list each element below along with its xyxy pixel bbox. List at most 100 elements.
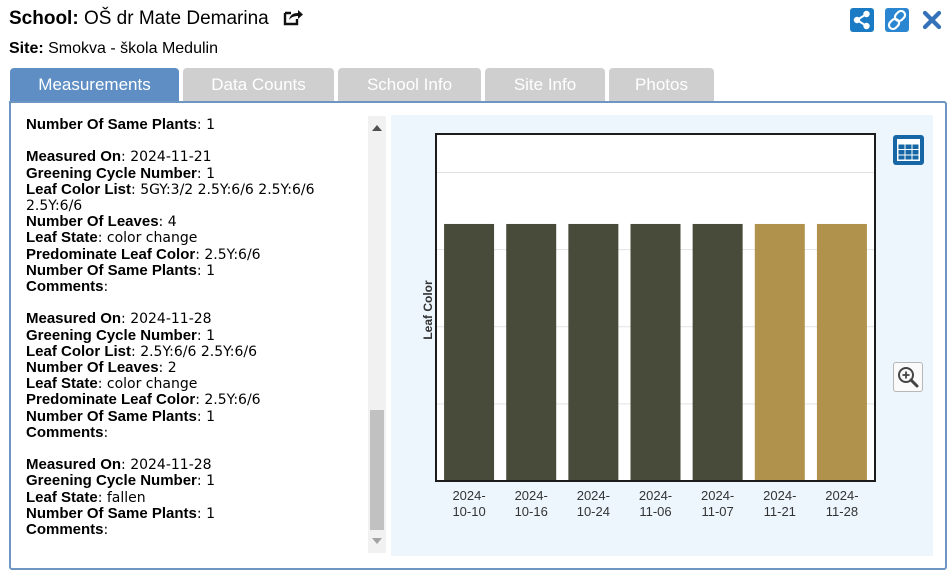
measurement-line: Greening Cycle Number: 1 bbox=[26, 326, 215, 344]
x-tick-label: 2024- bbox=[452, 488, 485, 503]
tab-site-info[interactable]: Site Info bbox=[485, 68, 605, 102]
bar-2024-11-21[interactable] bbox=[754, 223, 805, 481]
bar-2024-10-24[interactable] bbox=[568, 223, 619, 481]
measurement-line: Measured On: 2024-11-28 bbox=[26, 310, 212, 328]
school-title: School: OŠ dr Mate Demarina bbox=[9, 7, 304, 34]
measurement-line: Comments: bbox=[26, 278, 109, 296]
field-label: Greening Cycle Number bbox=[26, 472, 197, 490]
zoom-in-button[interactable] bbox=[893, 362, 923, 392]
field-value: 4 bbox=[167, 214, 177, 231]
field-label: Comments bbox=[26, 278, 104, 296]
measurement-record: Number Of Same Plants: 1 bbox=[26, 117, 371, 133]
field-label: Comments bbox=[26, 521, 104, 539]
tab-data-counts[interactable]: Data Counts bbox=[183, 68, 334, 102]
field-value: 5GY:3/2 2.5Y:6/6 2.5Y:6/6 2.5Y:6/6 bbox=[26, 181, 315, 214]
x-tick-label: 10-24 bbox=[577, 504, 610, 519]
field-label: Number Of Same Plants bbox=[26, 407, 197, 425]
measurement-line: Number Of Leaves: 2 bbox=[26, 359, 177, 377]
chart-area: 2024- 10-10 2024- 10-16 2024- 10-24 2024- 11-06… bbox=[391, 115, 933, 556]
share-button[interactable] bbox=[850, 8, 874, 32]
field-value: color change bbox=[106, 376, 198, 393]
x-tick-label: 2024- bbox=[701, 488, 734, 503]
field-label: Measured On bbox=[26, 148, 122, 166]
field-value: color change bbox=[106, 230, 198, 247]
measurement-line: Predominate Leaf Color: 2.5Y:6/6 bbox=[26, 391, 261, 409]
close-icon bbox=[922, 10, 942, 30]
measurement-line: Greening Cycle Number: 1 bbox=[26, 164, 215, 182]
measurement-line: Comments: bbox=[26, 521, 109, 539]
x-tick-label: 10-10 bbox=[452, 504, 485, 519]
scroll-thumb[interactable] bbox=[370, 410, 384, 530]
measurement-line: Leaf Color List: 2.5Y:6/6 2.5Y:6/6 bbox=[26, 342, 258, 360]
x-tick-label: 2024- bbox=[825, 488, 858, 503]
school-label: School: bbox=[9, 8, 79, 29]
field-label: Leaf State bbox=[26, 229, 98, 247]
bar-2024-11-06[interactable] bbox=[630, 223, 681, 481]
field-value: fallen bbox=[106, 489, 146, 506]
tab-measurements[interactable]: Measurements bbox=[10, 68, 179, 102]
measurement-line: Number Of Same Plants: 1 bbox=[26, 407, 215, 425]
measurement-line: Leaf State: color change bbox=[26, 229, 198, 247]
measurement-line: Leaf State: fallen bbox=[26, 488, 146, 506]
measurement-line: Number Of Leaves: 4 bbox=[26, 213, 177, 231]
zoom-in-icon bbox=[898, 367, 919, 388]
field-value: 2024-11-21 bbox=[130, 149, 212, 166]
scroll-down-arrow[interactable] bbox=[372, 538, 382, 544]
field-value: 1 bbox=[206, 117, 215, 133]
x-tick-label: 2024- bbox=[577, 488, 610, 503]
scroll-up-arrow[interactable] bbox=[372, 125, 382, 131]
x-tick-label: 11-06 bbox=[639, 504, 671, 519]
measurement-record: Measured On: 2024-11-21 Greening Cycle N… bbox=[26, 149, 371, 295]
field-value: 1 bbox=[206, 262, 215, 279]
field-label: Leaf State bbox=[26, 488, 98, 506]
close-button[interactable] bbox=[920, 8, 944, 32]
field-value: 1 bbox=[206, 505, 215, 522]
measurements-list: Number Of Same Plants: 1 Measured On: 20… bbox=[26, 117, 371, 552]
field-label: Predominate Leaf Color bbox=[26, 391, 196, 409]
field-value: 2.5Y:6/6 bbox=[204, 392, 261, 409]
field-label: Number Of Leaves bbox=[26, 359, 159, 377]
measurement-record: Measured On: 2024-11-28 Greening Cycle N… bbox=[26, 457, 371, 538]
tab-school-info[interactable]: School Info bbox=[338, 68, 481, 102]
external-link-icon[interactable] bbox=[282, 7, 304, 34]
field-value: 2.5Y:6/6 2.5Y:6/6 bbox=[140, 343, 258, 360]
field-label: Comments bbox=[26, 423, 104, 441]
bar-2024-10-16[interactable] bbox=[506, 223, 557, 481]
bar-2024-10-10[interactable] bbox=[444, 223, 495, 481]
measurements-scrollbar[interactable] bbox=[368, 116, 386, 553]
x-tick-label: 11-28 bbox=[826, 504, 858, 519]
field-value: 1 bbox=[206, 165, 215, 182]
leaf-color-chart: 2024-10-102024-10-162024-10-242024-11-06… bbox=[421, 133, 876, 519]
measurement-line: Measured On: 2024-11-28 bbox=[26, 456, 212, 474]
measurement-line: Number Of Same Plants: 1 bbox=[26, 504, 215, 522]
x-tick-label: 2024- bbox=[763, 488, 796, 503]
table-view-button[interactable] bbox=[893, 135, 924, 165]
measurement-line: Leaf Color List: 5GY:3/2 2.5Y:6/6 2.5Y:6… bbox=[26, 180, 315, 214]
bar-2024-11-28[interactable] bbox=[816, 223, 867, 481]
field-label: Predominate Leaf Color bbox=[26, 245, 196, 263]
site-label: Site: bbox=[9, 40, 44, 57]
plot-frame bbox=[435, 133, 876, 482]
bar-2024-11-07[interactable] bbox=[692, 223, 743, 481]
measurement-line: Predominate Leaf Color: 2.5Y:6/6 bbox=[26, 245, 261, 263]
field-label: Greening Cycle Number bbox=[26, 326, 197, 344]
field-label: Number Of Same Plants bbox=[26, 117, 197, 133]
measurement-line: Number Of Same Plants: 1 bbox=[26, 261, 215, 279]
measurement-line: Greening Cycle Number: 1 bbox=[26, 472, 215, 490]
tab-photos[interactable]: Photos bbox=[609, 68, 714, 102]
field-value: 2.5Y:6/6 bbox=[204, 246, 261, 263]
field-label: Greening Cycle Number bbox=[26, 164, 197, 182]
x-tick-label: 2024- bbox=[639, 488, 672, 503]
field-label: Leaf Color List bbox=[26, 180, 132, 198]
link-button[interactable] bbox=[885, 8, 909, 32]
field-label: Leaf Color List bbox=[26, 342, 132, 360]
x-tick-label: 11-07 bbox=[701, 504, 733, 519]
site-line: Site: Smokva - škola Medulin bbox=[9, 40, 218, 58]
share-icon bbox=[853, 10, 870, 30]
field-label: Measured On bbox=[26, 310, 122, 328]
measurement-line: Measured On: 2024-11-21 bbox=[26, 148, 212, 166]
field-label: Leaf State bbox=[26, 375, 98, 393]
measurement-line: Leaf State: color change bbox=[26, 375, 198, 393]
measurement-line: Number Of Same Plants: 1 bbox=[26, 117, 215, 133]
measurement-record: Measured On: 2024-11-28 Greening Cycle N… bbox=[26, 311, 371, 441]
